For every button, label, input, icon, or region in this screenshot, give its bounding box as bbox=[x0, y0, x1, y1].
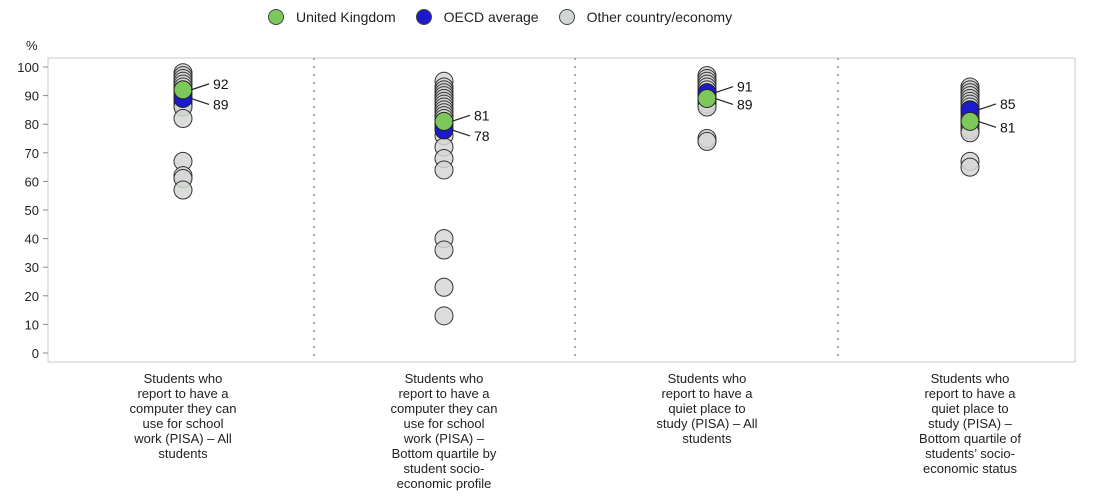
x-category-label-line: Bottom quartile by bbox=[391, 446, 497, 461]
x-category-label-line: study (PISA) – bbox=[928, 416, 1012, 431]
y-tick-label: 70 bbox=[25, 146, 39, 161]
x-category-label-line: report to have a bbox=[661, 386, 753, 401]
x-category-label-line: report to have a bbox=[924, 386, 1016, 401]
x-category-label-line: Students who bbox=[930, 371, 1010, 386]
value-label-leader bbox=[190, 83, 210, 91]
value-label-leader bbox=[977, 103, 997, 111]
y-tick-label: 50 bbox=[25, 203, 39, 218]
x-category-label-line: Students who bbox=[667, 371, 747, 386]
x-category-label-line: computer they can bbox=[129, 401, 237, 416]
y-tick-label: 30 bbox=[25, 260, 39, 275]
y-tick-label: 20 bbox=[25, 289, 39, 304]
y-tick-label: 90 bbox=[25, 89, 39, 104]
x-category-label: Students who report to have a quiet place … bbox=[895, 371, 1045, 476]
legend-item-oecd: OECD average bbox=[415, 9, 539, 25]
legend-swatch-other bbox=[558, 9, 575, 25]
x-category-label-line: economic status bbox=[923, 461, 1017, 476]
point-united-kingdom bbox=[697, 88, 717, 108]
legend-item-uk: United Kingdom bbox=[268, 9, 396, 25]
point-other-country bbox=[434, 240, 454, 260]
value-label-leader bbox=[190, 97, 210, 106]
chart-legend: United Kingdom OECD average Other countr… bbox=[268, 6, 752, 28]
value-label: 89 bbox=[737, 96, 753, 112]
value-label: 78 bbox=[474, 128, 490, 144]
value-label: 92 bbox=[213, 76, 229, 92]
x-category-label-line: computer they can bbox=[390, 401, 498, 416]
point-other-country bbox=[960, 157, 980, 177]
point-united-kingdom bbox=[960, 111, 980, 131]
y-tick-label: 10 bbox=[25, 317, 39, 332]
y-tick-label: 80 bbox=[25, 117, 39, 132]
plot-frame bbox=[47, 57, 1076, 363]
legend-label-other: Other country/economy bbox=[586, 9, 733, 25]
legend-swatch-oecd bbox=[415, 9, 432, 25]
x-category-label-line: students bbox=[158, 446, 208, 461]
value-label-leader bbox=[714, 97, 734, 106]
x-category-label-line: use for school bbox=[403, 416, 485, 431]
value-label-leader bbox=[451, 114, 471, 122]
y-tick-label: 60 bbox=[25, 174, 39, 189]
x-category-label: Students who report to have a computer the… bbox=[108, 371, 258, 461]
value-label: 89 bbox=[213, 96, 229, 112]
x-category-label-line: students’ socio- bbox=[925, 446, 1015, 461]
x-category-label-line: study (PISA) – All bbox=[656, 416, 758, 431]
x-category-label-line: Bottom quartile of bbox=[919, 431, 1021, 446]
x-category-label: Students who report to have a computer the… bbox=[369, 371, 519, 491]
y-tick-label: 40 bbox=[25, 232, 39, 247]
value-label: 85 bbox=[1000, 96, 1016, 112]
point-other-country bbox=[697, 131, 717, 151]
legend-label-oecd: OECD average bbox=[443, 9, 539, 25]
point-other-country bbox=[173, 108, 193, 128]
x-category-label-line: report to have a bbox=[137, 386, 229, 401]
y-axis-unit-label: % bbox=[26, 38, 38, 53]
value-label: 81 bbox=[1000, 119, 1016, 135]
value-label-leader bbox=[451, 129, 471, 137]
x-category-label-line: students bbox=[682, 431, 732, 446]
point-united-kingdom bbox=[173, 80, 193, 100]
value-label: 91 bbox=[737, 79, 753, 95]
x-category-label-line: work (PISA) – bbox=[403, 431, 485, 446]
point-other-country bbox=[173, 180, 193, 200]
x-category-label-line: economic profile bbox=[396, 476, 492, 491]
legend-item-other: Other country/economy bbox=[558, 9, 733, 25]
value-label-leader bbox=[714, 86, 734, 94]
point-united-kingdom bbox=[434, 111, 454, 131]
x-category-label-line: quiet place to bbox=[931, 401, 1009, 416]
x-category-label-line: Students who bbox=[143, 371, 223, 386]
legend-label-uk: United Kingdom bbox=[296, 9, 396, 25]
x-category-label-line: work (PISA) – All bbox=[134, 431, 232, 446]
point-other-country bbox=[434, 277, 454, 297]
x-category-label-line: Students who bbox=[404, 371, 484, 386]
x-category-label-line: quiet place to bbox=[668, 401, 746, 416]
legend-swatch-uk bbox=[268, 9, 284, 25]
point-other-country bbox=[434, 160, 454, 180]
x-category-label: Students who report to have a quiet place … bbox=[632, 371, 782, 446]
x-category-label-line: student socio- bbox=[403, 461, 485, 476]
value-label-leader bbox=[977, 120, 997, 128]
y-tick-label: 100 bbox=[17, 60, 39, 75]
point-other-country bbox=[434, 306, 454, 326]
x-category-label-line: report to have a bbox=[398, 386, 490, 401]
y-tick-label: 0 bbox=[32, 346, 39, 361]
value-label: 81 bbox=[474, 107, 490, 123]
x-category-label-line: use for school bbox=[142, 416, 224, 431]
